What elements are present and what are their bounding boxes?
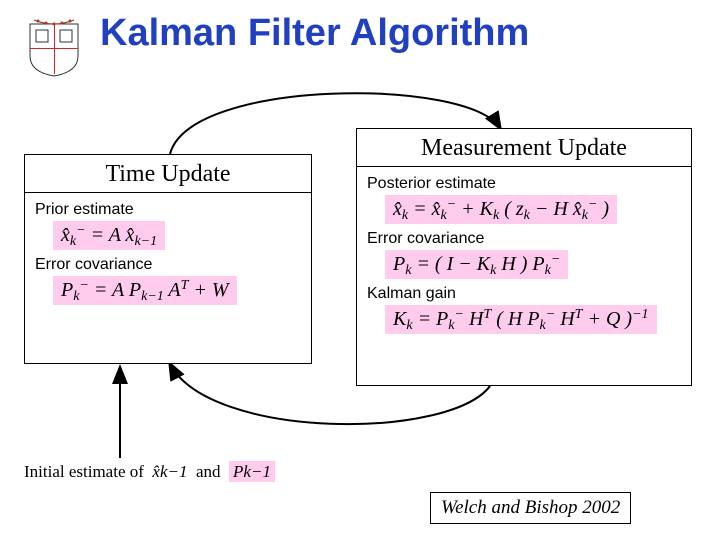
title-text: Kalman Filter Algorithm xyxy=(100,12,529,54)
equation: Pk = ( I − Kk H ) Pk− xyxy=(385,250,568,279)
equation: Kk = Pk− HT ( H Pk− HT + Q )−1 xyxy=(385,305,657,334)
equation-label: Error covariance xyxy=(35,256,301,274)
page-title: Kalman Filter Algorithm xyxy=(100,12,529,55)
citation-box: Welch and Bishop 2002 xyxy=(430,492,631,524)
measurement-update-title: Measurement Update xyxy=(367,135,681,162)
time-update-title: Time Update xyxy=(35,161,301,188)
divider xyxy=(357,166,691,167)
equation-label: Prior estimate xyxy=(35,201,301,219)
equation: Pk− = A Pk−1 AT + W xyxy=(53,276,237,305)
equation-label: Posterior estimate xyxy=(367,175,681,193)
equation-label: Kalman gain xyxy=(367,285,681,303)
citation-text: Welch and Bishop 2002 xyxy=(441,497,620,518)
time-update-box: Time Update Prior estimate x̂k− = A x̂k−1… xyxy=(24,154,312,364)
equation: x̂k− = A x̂k−1 xyxy=(53,221,165,250)
measurement-update-box: Measurement Update Posterior estimate x̂k… xyxy=(356,128,692,386)
equation: x̂k = x̂k− + Kk ( zk − H x̂k− ) xyxy=(385,195,617,224)
crest-icon xyxy=(28,18,80,78)
divider xyxy=(25,192,311,193)
equation-label: Error covariance xyxy=(367,230,681,248)
initial-estimate-caption: Initial estimate of x̂k−1 and Pk−1 xyxy=(24,462,275,482)
